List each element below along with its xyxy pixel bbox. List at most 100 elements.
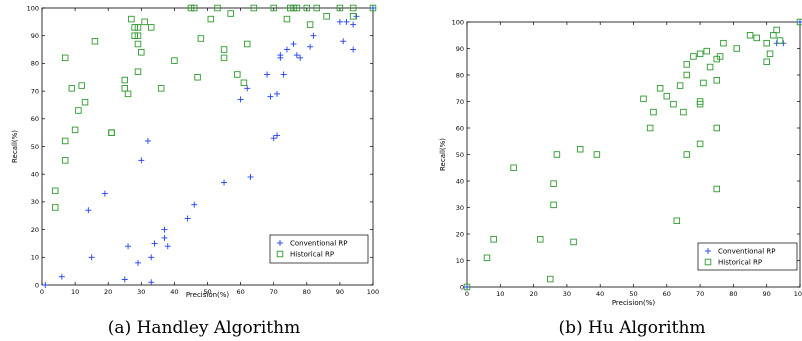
x-tick-label: 0 xyxy=(465,290,469,298)
data-point xyxy=(773,26,780,34)
data-point xyxy=(797,19,802,25)
x-tick-label: 70 xyxy=(270,288,278,296)
data-point xyxy=(720,39,727,47)
x-tick-label: 30 xyxy=(563,290,571,298)
y-tick-label: 70 xyxy=(456,98,464,106)
x-tick-label: 50 xyxy=(203,288,211,296)
data-point xyxy=(537,236,544,243)
data-point xyxy=(336,18,343,25)
data-point xyxy=(197,35,205,42)
x-tick-label: 80 xyxy=(303,288,311,296)
data-point xyxy=(237,96,244,103)
data-point xyxy=(307,43,314,50)
data-point xyxy=(303,4,311,12)
data-point xyxy=(124,90,132,98)
series-conventional-rp xyxy=(42,5,376,288)
data-point xyxy=(141,18,148,26)
x-tick-label: 10 xyxy=(496,290,504,298)
x-tick-label: 10 xyxy=(71,288,79,296)
data-point xyxy=(234,71,241,78)
data-point xyxy=(650,108,657,116)
data-point xyxy=(144,137,151,144)
data-point xyxy=(51,187,59,195)
data-point xyxy=(350,46,357,53)
data-point xyxy=(683,61,691,68)
data-point xyxy=(713,77,721,84)
data-point xyxy=(310,32,317,39)
x-tick-label: 100 xyxy=(367,288,379,296)
data-point xyxy=(283,46,290,53)
data-point xyxy=(576,145,584,153)
data-point xyxy=(280,71,287,78)
data-point xyxy=(570,238,577,246)
data-point xyxy=(753,34,760,42)
data-point xyxy=(306,21,314,28)
data-point xyxy=(349,13,357,20)
data-point xyxy=(81,98,89,106)
y-tick-label: 10 xyxy=(31,254,39,262)
data-point xyxy=(148,254,155,261)
data-point xyxy=(131,24,138,31)
data-point xyxy=(138,157,145,164)
legend-label: Conventional RP xyxy=(290,240,347,248)
data-point xyxy=(164,243,171,250)
data-point xyxy=(287,4,294,12)
data-point xyxy=(51,204,59,211)
data-point xyxy=(593,151,601,158)
y-tick-label: 90 xyxy=(456,45,464,53)
y-tick-label: 0 xyxy=(35,281,39,289)
data-point xyxy=(264,71,271,78)
data-point xyxy=(553,151,561,158)
x-tick-label: 80 xyxy=(729,290,737,298)
data-point xyxy=(147,24,155,31)
x-tick-label: 30 xyxy=(137,288,145,296)
data-point xyxy=(323,13,330,20)
y-tick-label: 80 xyxy=(31,60,39,68)
data-point xyxy=(240,79,248,87)
data-point xyxy=(370,5,376,11)
data-point xyxy=(134,259,141,266)
data-point xyxy=(776,37,784,44)
data-point xyxy=(680,108,687,116)
data-point xyxy=(293,4,301,12)
data-point xyxy=(646,124,654,132)
data-point xyxy=(220,46,228,53)
data-point xyxy=(290,4,297,12)
data-point xyxy=(184,215,191,222)
x-tick-label: 40 xyxy=(596,290,604,298)
data-point xyxy=(277,54,284,61)
data-point xyxy=(713,124,721,132)
y-axis-label: Recall(%) xyxy=(11,130,19,163)
data-point xyxy=(670,100,677,108)
y-tick-label: 90 xyxy=(31,32,39,40)
data-point xyxy=(313,4,320,12)
data-point xyxy=(171,57,178,64)
x-tick-label: 20 xyxy=(104,288,112,296)
data-point xyxy=(78,82,85,89)
data-point xyxy=(134,24,142,31)
data-point xyxy=(151,240,158,247)
x-tick-label: 20 xyxy=(529,290,537,298)
data-point xyxy=(121,85,128,92)
data-point xyxy=(131,32,138,39)
data-point xyxy=(161,234,168,241)
data-point xyxy=(696,50,704,58)
x-tick-label: 90 xyxy=(336,288,344,296)
data-point xyxy=(58,273,65,280)
data-point xyxy=(550,201,557,209)
data-point xyxy=(134,32,142,39)
data-point xyxy=(88,254,95,261)
data-point xyxy=(340,38,347,45)
data-point xyxy=(690,53,697,60)
data-point xyxy=(766,50,774,58)
data-point xyxy=(134,68,142,75)
data-point xyxy=(550,180,557,187)
data-point xyxy=(683,151,691,158)
y-tick-label: 60 xyxy=(31,115,39,123)
data-point xyxy=(656,84,664,92)
data-point xyxy=(706,63,714,71)
data-point xyxy=(125,243,132,250)
data-point xyxy=(464,284,470,290)
data-point xyxy=(227,10,234,17)
